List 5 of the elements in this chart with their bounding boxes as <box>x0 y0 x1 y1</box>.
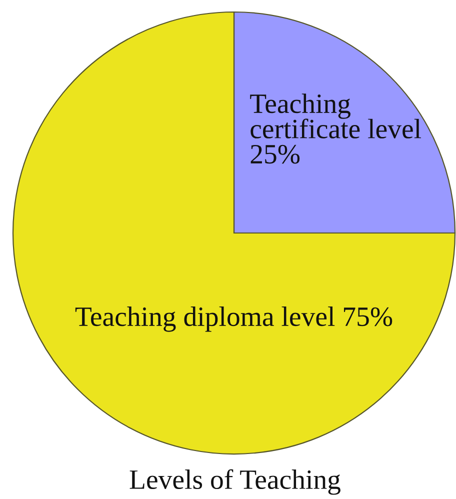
pie-slice <box>12 11 456 455</box>
data-label: 25% <box>250 144 300 164</box>
text: Levels of Teaching <box>130 469 340 495</box>
slice-label: Teaching certificate level <box>250 94 421 138</box>
slice-label: Teaching diploma level 75% <box>75 306 392 332</box>
